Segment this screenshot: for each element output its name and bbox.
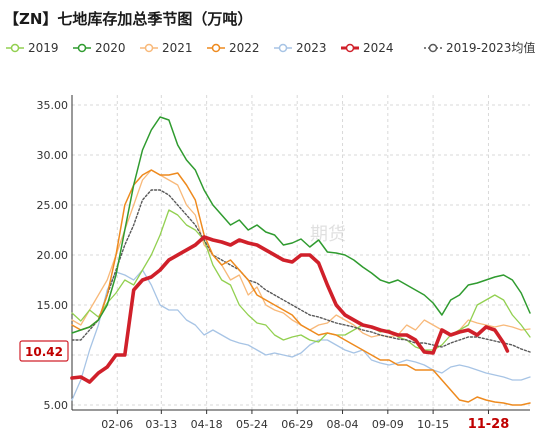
legend-item-2021[interactable]: 2021 xyxy=(140,41,193,55)
y-tick-label: 20.00 xyxy=(37,249,69,262)
series-line-2020 xyxy=(71,116,531,334)
x-tick-label: 02-06 xyxy=(101,418,133,431)
y-tick-label: 30.00 xyxy=(37,149,69,162)
legend-label: 2020 xyxy=(95,41,126,55)
chart-title: 【ZN】七地库存加总季节图（万吨） xyxy=(4,10,252,28)
x-tick-label: 04-18 xyxy=(191,418,223,431)
y-tick-label: 25.00 xyxy=(37,199,69,212)
x-tick-label: 08-04 xyxy=(327,418,359,431)
legend-swatch-marker xyxy=(428,43,438,53)
legend-label: 2023 xyxy=(296,41,327,55)
last-value-badge: 10.42 xyxy=(19,340,69,362)
legend-label: 2022 xyxy=(229,41,260,55)
legend-swatch-marker xyxy=(144,43,154,53)
y-tick-label: 15.00 xyxy=(37,299,69,312)
legend-item-2019-2023均值[interactable]: 2019-2023均值 xyxy=(424,40,535,55)
legend-label: 2019-2023均值 xyxy=(446,40,535,55)
last-value-badge-layer: 10.42 xyxy=(19,340,69,362)
last-value-badge-box xyxy=(19,340,69,362)
legend-label: 2019 xyxy=(28,41,59,55)
series-layer xyxy=(70,116,531,406)
x-tick-label: 10-15 xyxy=(417,418,449,431)
x-axis: 02-06 03-13 04-18 05-24 06-29 08-04 09-09 10-15… xyxy=(72,409,530,432)
series-line-2022 xyxy=(71,169,531,406)
legend-item-2024[interactable]: 2024 xyxy=(341,41,394,55)
legend-item-2023[interactable]: 2023 xyxy=(274,41,327,55)
legend-swatch-marker xyxy=(10,43,20,53)
legend-swatch-marker xyxy=(211,43,221,53)
legend-item-2022[interactable]: 2022 xyxy=(207,41,260,55)
legend-swatch-marker xyxy=(278,43,288,53)
legend-label: 2024 xyxy=(363,41,394,55)
x-tick-label: 09-09 xyxy=(372,418,404,431)
legend-item-2020[interactable]: 2020 xyxy=(73,41,126,55)
grid-lines xyxy=(72,95,530,410)
legend: 2019 2020 2021 2022 2023 2024 2019-2023均值 xyxy=(6,40,535,55)
y-tick-label: 35.00 xyxy=(37,99,69,112)
y-tick-label: 5.00 xyxy=(44,399,69,412)
legend-swatch-marker xyxy=(77,43,87,53)
legend-item-2019[interactable]: 2019 xyxy=(6,41,59,55)
legend-label: 2021 xyxy=(162,41,193,55)
x-tick-label-highlight: 11-28 xyxy=(468,417,510,432)
series-line-2019-2023均值 xyxy=(71,189,531,353)
last-value-label: 10.42 xyxy=(25,345,63,359)
series-line-2024 xyxy=(70,235,510,384)
x-tick-label: 03-13 xyxy=(145,418,177,431)
x-tick-label: 05-24 xyxy=(236,418,268,431)
x-tick-label: 06-29 xyxy=(281,418,313,431)
series-line-2023 xyxy=(71,269,531,401)
legend-swatch-marker xyxy=(345,43,355,53)
